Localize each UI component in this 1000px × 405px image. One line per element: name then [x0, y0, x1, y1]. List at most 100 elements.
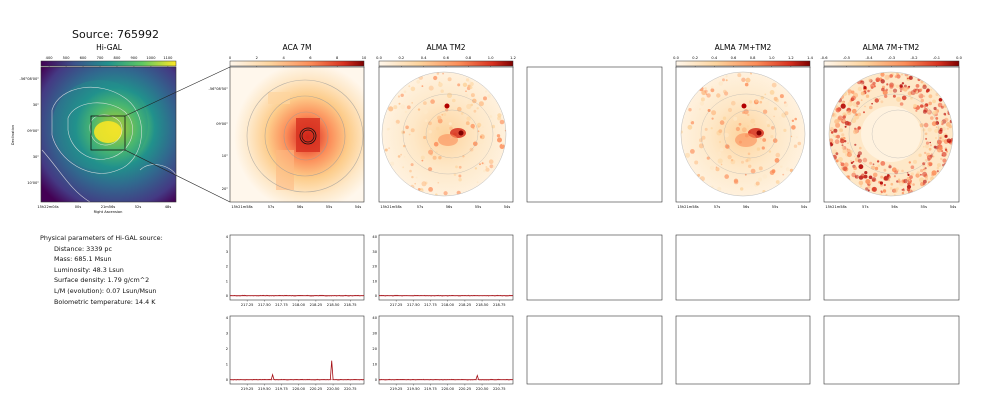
noise-speckle — [436, 72, 440, 75]
noise-speckle — [880, 161, 886, 166]
colorbar-tick-label: 6 — [309, 56, 312, 60]
noise-speckle — [896, 96, 902, 102]
spectrum-panel-aca-1 — [229, 234, 365, 301]
noise-speckle — [738, 122, 742, 126]
noise-speckle — [386, 127, 390, 131]
spectrum-y-tick-label: 10 — [372, 363, 377, 367]
colorbar-tick-label: 0 — [229, 56, 232, 60]
noise-speckle — [922, 84, 927, 90]
noise-speckle — [920, 169, 924, 173]
noise-speckle — [836, 134, 840, 139]
noise-speckle — [706, 93, 711, 98]
noise-speckle — [871, 102, 873, 105]
noise-speckle — [700, 97, 705, 102]
noise-speckle — [835, 152, 839, 156]
noise-speckle — [722, 78, 725, 82]
noise-speckle — [411, 102, 414, 104]
higal-y-tick-label: 10'00" — [27, 181, 39, 185]
noise-speckle — [711, 117, 714, 120]
noise-speckle — [923, 168, 925, 171]
noise-speckle — [842, 115, 846, 119]
spectrum-x-tick-label: 220.75 — [344, 387, 357, 391]
noise-speckle — [417, 108, 421, 111]
noise-speckle — [899, 102, 904, 106]
noise-speckle — [716, 93, 721, 98]
noise-speckle — [937, 163, 941, 168]
spectrum-x-tick-label: 217.25 — [390, 303, 403, 307]
noise-speckle — [924, 144, 930, 149]
noise-speckle — [730, 159, 734, 162]
noise-speckle — [748, 100, 753, 104]
noise-speckle — [932, 99, 936, 104]
aca-y-tick-label: -56°08'50" — [209, 87, 229, 91]
noise-speckle — [483, 96, 487, 101]
noise-speckle — [863, 111, 865, 114]
noise-speckle — [755, 99, 758, 103]
noise-speckle — [751, 104, 756, 109]
noise-speckle — [883, 175, 889, 181]
noise-speckle — [842, 119, 846, 123]
noise-speckle — [928, 101, 932, 106]
colorbar-tick-label: 1100 — [163, 56, 173, 60]
noise-speckle — [854, 127, 857, 130]
noise-speckle — [477, 125, 480, 128]
noise-speckle — [919, 177, 925, 183]
noise-speckle — [750, 168, 756, 174]
map-tick-labels: 15h22m04s 00s 21m56s 52s 48s -56°08'00" 30" 09'… — [20, 77, 957, 209]
noise-speckle — [791, 125, 796, 130]
noise-speckle — [931, 121, 937, 127]
colorbar-tick-label: -0.5 — [843, 56, 850, 60]
noise-speckle — [445, 108, 449, 112]
colorbar-higal — [40, 60, 177, 67]
noise-speckle — [883, 168, 887, 172]
noise-speckle — [748, 164, 752, 168]
noise-speckle — [388, 106, 394, 112]
noise-speckle — [918, 93, 921, 96]
noise-speckle — [950, 138, 953, 142]
noise-speckle — [724, 174, 729, 179]
noise-speckle — [842, 149, 847, 154]
spectrum-y-tick-label: 0 — [375, 294, 378, 298]
noise-speckle — [724, 132, 729, 138]
spectrum-x-tick-label: 220.25 — [310, 387, 323, 391]
spectrum-x-tick-label: 218.50 — [327, 303, 340, 307]
noise-speckle — [478, 101, 484, 107]
noise-speckle — [834, 119, 840, 125]
higal-x-tick-label: 15h22m04s — [37, 205, 58, 209]
map-x-tick-label: 56s — [446, 205, 453, 209]
colorbar-tick-label: 0.6 — [731, 56, 737, 60]
noise-speckle — [901, 169, 904, 173]
noise-speckle — [433, 75, 438, 81]
noise-speckle — [941, 151, 947, 157]
noise-speckle — [913, 88, 917, 93]
noise-speckle — [875, 77, 881, 82]
noise-speckle — [455, 165, 458, 169]
noise-speckle — [829, 138, 834, 143]
noise-speckle — [835, 107, 841, 113]
noise-speckle — [452, 98, 456, 103]
noise-speckle — [867, 185, 871, 189]
colorbar-tick-label: 0.0 — [673, 56, 679, 60]
noise-speckle — [438, 156, 442, 160]
noise-speckle — [841, 146, 845, 150]
spectrum-x-tick-label: 218.25 — [310, 303, 323, 307]
noise-speckle — [480, 135, 483, 138]
noise-speckle — [876, 160, 880, 163]
noise-speckle — [932, 155, 935, 158]
noise-speckle — [393, 105, 398, 110]
noise-speckle — [709, 165, 715, 170]
noise-speckle — [928, 94, 933, 99]
noise-speckle — [757, 177, 762, 182]
noise-speckle — [774, 158, 780, 163]
noise-speckle — [397, 95, 401, 98]
noise-speckle — [420, 155, 425, 160]
spectrum-noise — [378, 294, 514, 297]
spectrum-y-tick-label: 1 — [226, 363, 228, 367]
map-x-tick-label: 55s — [326, 205, 333, 209]
noise-speckle — [871, 186, 877, 192]
noise-speckle — [410, 163, 414, 167]
param-mass: Mass: 685.1 Msun — [54, 255, 112, 264]
noise-speckle — [773, 107, 778, 111]
noise-speckle — [851, 108, 857, 114]
noise-speckle — [483, 169, 486, 173]
